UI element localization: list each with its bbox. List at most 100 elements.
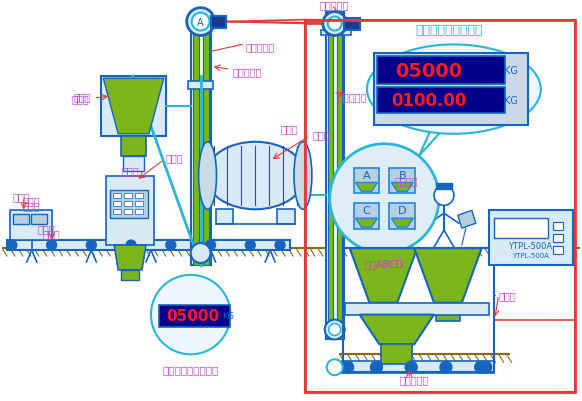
Text: YTPL-500A: YTPL-500A [508, 241, 552, 250]
Text: KG: KG [503, 96, 517, 106]
Polygon shape [356, 219, 377, 228]
Polygon shape [391, 183, 413, 192]
Circle shape [325, 320, 345, 340]
Text: 缝包机: 缝包机 [23, 196, 41, 206]
Text: 料仓ABCD: 料仓ABCD [365, 258, 404, 268]
Bar [123, 156, 144, 171]
Bar [342, 361, 494, 373]
Bar [305, 20, 575, 392]
Bar [203, 12, 208, 265]
Bar [377, 88, 505, 113]
Text: YTPL-500A: YTPL-500A [512, 252, 549, 258]
Text: 斗式提升机: 斗式提升机 [319, 1, 349, 11]
Bar [110, 191, 148, 219]
Bar [191, 12, 211, 265]
Bar [135, 202, 143, 207]
Text: B: B [399, 170, 406, 180]
Bar [553, 247, 563, 254]
Circle shape [187, 9, 215, 36]
Ellipse shape [367, 45, 541, 134]
Polygon shape [458, 211, 475, 229]
Text: 混合机: 混合机 [280, 124, 298, 134]
Circle shape [329, 324, 340, 336]
Bar [113, 202, 121, 207]
Text: 包装秤控制系统仪表: 包装秤控制系统仪表 [162, 364, 219, 374]
Bar [135, 210, 143, 215]
Bar [124, 194, 132, 199]
Polygon shape [103, 79, 164, 134]
Text: 储料仓: 储料仓 [74, 92, 91, 102]
Bar [489, 211, 573, 265]
Text: 人工投料: 人工投料 [395, 176, 418, 186]
Bar [277, 210, 295, 225]
Bar [7, 241, 290, 250]
Polygon shape [360, 315, 434, 344]
Bar [343, 18, 360, 30]
Text: 缝包机: 缝包机 [13, 192, 31, 202]
Bar [389, 204, 415, 230]
Circle shape [475, 361, 487, 373]
Text: 斗式提升机: 斗式提升机 [338, 92, 367, 102]
Bar [31, 215, 47, 225]
Text: C: C [363, 206, 370, 216]
Bar [436, 303, 460, 321]
Text: 混合机: 混合机 [313, 130, 331, 140]
Text: 料仓ABCD: 料仓ABCD [365, 258, 404, 268]
Bar [374, 54, 528, 126]
Text: 储料仓: 储料仓 [72, 94, 90, 104]
Circle shape [7, 241, 17, 250]
Bar [553, 235, 563, 243]
Bar [113, 210, 121, 215]
Circle shape [86, 241, 96, 250]
Bar [135, 194, 143, 199]
Bar [321, 30, 350, 36]
Polygon shape [356, 183, 377, 192]
Circle shape [151, 275, 230, 354]
Bar [337, 12, 342, 340]
Bar [121, 270, 139, 280]
Text: KG: KG [503, 66, 517, 76]
Bar [354, 204, 379, 230]
Ellipse shape [294, 142, 312, 210]
Circle shape [245, 241, 255, 250]
Bar [371, 303, 395, 321]
Polygon shape [350, 248, 417, 303]
Text: 包装机: 包装机 [121, 166, 139, 176]
Circle shape [440, 361, 452, 373]
Polygon shape [414, 248, 482, 303]
Text: 05000: 05000 [396, 62, 463, 81]
Bar [494, 219, 548, 239]
Bar [193, 12, 198, 265]
Bar [101, 77, 166, 136]
Circle shape [328, 18, 342, 31]
Bar [215, 210, 233, 225]
Bar [124, 202, 132, 207]
Text: 输送机: 输送机 [38, 224, 55, 233]
Circle shape [191, 243, 211, 263]
Bar [188, 82, 212, 90]
Circle shape [275, 241, 285, 250]
Polygon shape [114, 245, 146, 270]
Text: 包装机: 包装机 [166, 153, 183, 163]
Circle shape [205, 241, 215, 250]
Bar [121, 136, 146, 156]
Text: KG: KG [222, 311, 235, 320]
Circle shape [191, 14, 210, 31]
Text: 斗式提升机: 斗式提升机 [232, 67, 262, 77]
Text: 输送机: 输送机 [43, 229, 61, 239]
Text: A: A [363, 170, 370, 180]
Text: 中央控制系统主仪表: 中央控制系统主仪表 [415, 24, 482, 37]
Text: A: A [197, 18, 204, 28]
Text: 0100.00: 0100.00 [391, 92, 467, 110]
Text: D: D [398, 206, 406, 216]
Text: 缝包机: 缝包机 [23, 201, 41, 211]
Circle shape [323, 12, 347, 36]
Bar [354, 168, 379, 194]
Bar [326, 12, 343, 340]
Polygon shape [391, 219, 413, 228]
Bar [436, 184, 452, 190]
Bar [328, 12, 333, 340]
Bar [553, 223, 563, 231]
Bar [377, 57, 505, 85]
Circle shape [434, 186, 454, 206]
